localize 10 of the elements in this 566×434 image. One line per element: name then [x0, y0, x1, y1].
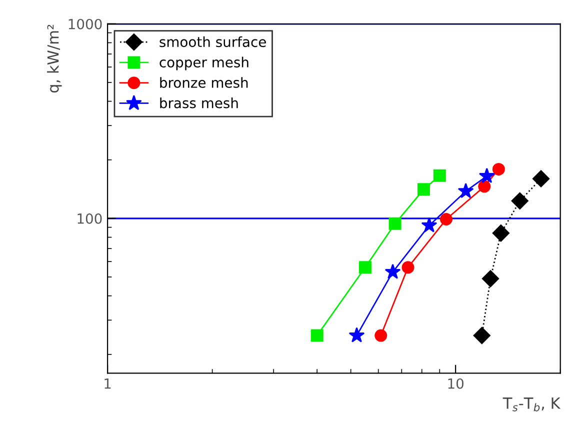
y-tick-label: 1000 [68, 18, 102, 30]
x-axis-title: T$_{s}$-T$_{b}$, K [502, 398, 561, 412]
y-axis-title: q, kW/m² [46, 24, 62, 93]
y-tick-label: 100 [78, 213, 102, 224]
legend-label: copper mesh [160, 56, 248, 70]
legend-label: bronze mesh [160, 77, 248, 88]
legend-label: brass mesh [160, 98, 238, 108]
legend-label: smooth surface [160, 36, 266, 48]
x-tick-label: 1 [104, 378, 111, 389]
x-tick-label: 10 [448, 378, 464, 389]
